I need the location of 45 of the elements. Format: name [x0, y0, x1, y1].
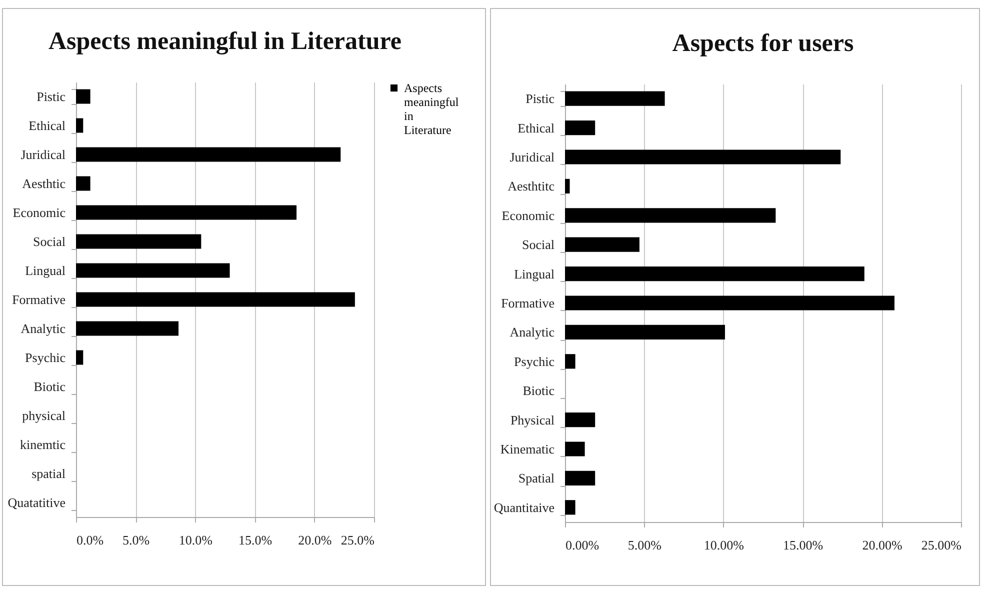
x-tick-label: 20.00%: [862, 538, 903, 552]
x-tick-label: 25.0%: [340, 532, 375, 548]
x-tick-label: 15.0%: [238, 532, 272, 548]
x-tick-label: 0.0%: [76, 532, 104, 548]
chart-title: Aspects meaningful in Literature: [48, 28, 402, 55]
y-tick-label: Aesthtic: [22, 176, 66, 191]
x-tick-label: 15.00%: [783, 538, 824, 552]
y-tick-label: Quantitaive: [494, 500, 555, 515]
x-tick-label: 10.0%: [178, 532, 213, 548]
x-tick-label: 5.00%: [628, 538, 662, 552]
y-tick-label: Lingual: [25, 263, 66, 278]
y-tick-label: Biotic: [34, 379, 66, 394]
legend-label: Aspects meaningful in Literature: [404, 81, 460, 137]
y-tick-label: Spatial: [518, 470, 555, 486]
y-tick-label: Ethical: [518, 120, 555, 136]
y-tick-label: Formative: [12, 292, 66, 307]
x-tick-label: 20.0%: [298, 532, 332, 548]
y-tick-label: Kinematic: [500, 442, 555, 456]
y-tick-label: Formative: [501, 296, 555, 310]
y-tick-label: Economic: [12, 205, 66, 220]
x-tick-label: 10.00%: [704, 538, 744, 552]
y-tick-label: Analytic: [510, 324, 555, 340]
y-tick-label: physical: [22, 408, 66, 423]
y-tick-label: Social: [33, 234, 66, 249]
y-tick-label: Juridical: [20, 147, 66, 162]
y-tick-label: Aesthtitc: [508, 178, 555, 194]
y-tick-label: Ethical: [28, 118, 66, 133]
x-tick-label: 5.0%: [122, 532, 150, 548]
y-tick-label: Social: [522, 237, 555, 252]
y-tick-label: Quatatitive: [8, 495, 66, 510]
y-tick-label: Biotic: [522, 383, 555, 398]
x-tick-label: 0.00%: [566, 538, 600, 552]
y-tick-label: Analytic: [20, 321, 66, 336]
y-tick-label: Pistic: [526, 91, 555, 106]
y-tick-label: Pistic: [36, 89, 66, 104]
chart-title: Aspects for users: [672, 30, 854, 57]
y-tick-label: Physical: [510, 412, 555, 428]
y-tick-label: Juridical: [510, 150, 555, 164]
y-tick-label: spatial: [32, 466, 66, 481]
y-tick-label: Psychic: [514, 354, 555, 369]
y-tick-label: Lingual: [514, 266, 555, 282]
y-tick-label: kinemtic: [20, 437, 66, 452]
y-tick-label: Economic: [502, 208, 555, 223]
x-tick-label: 25.00%: [921, 538, 962, 552]
y-tick-label: Psychic: [25, 350, 66, 365]
